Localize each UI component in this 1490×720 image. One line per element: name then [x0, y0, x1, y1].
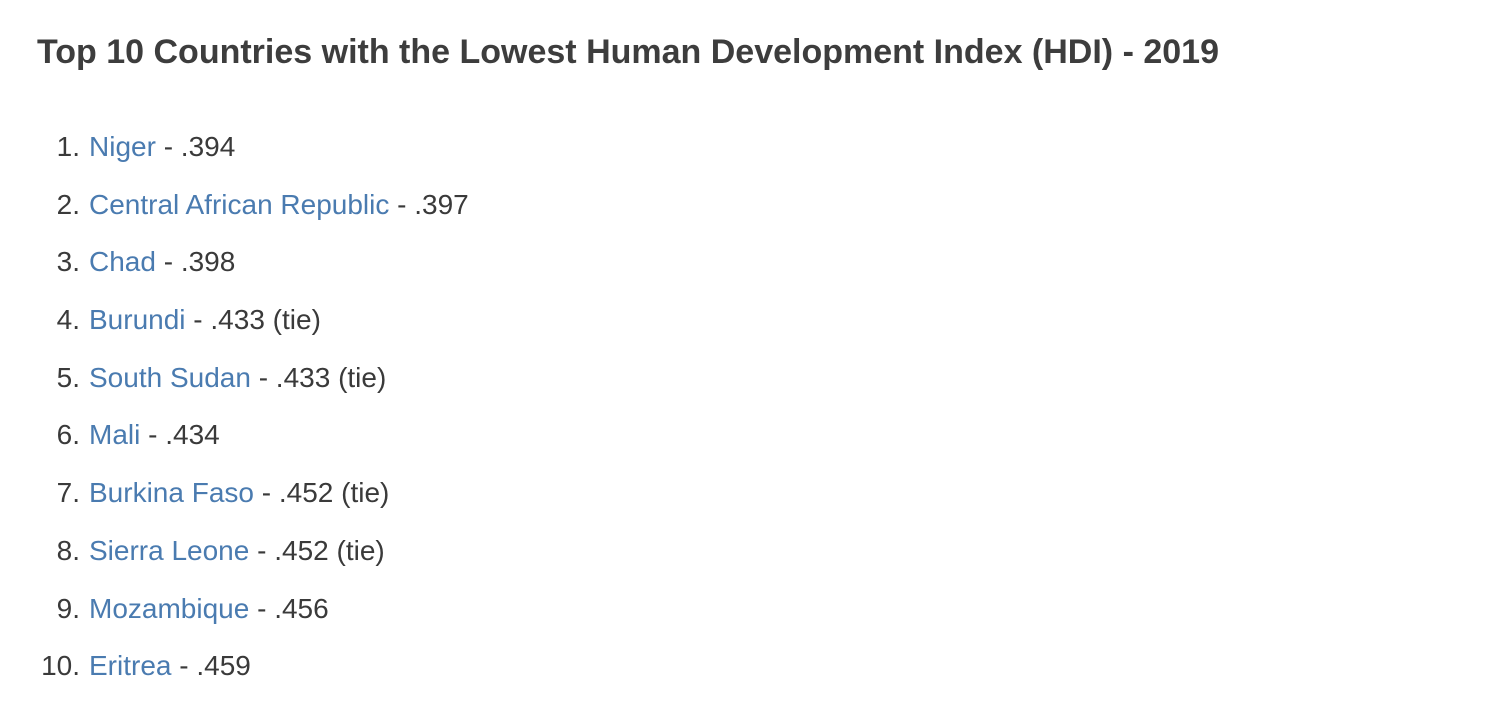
country-link-eritrea[interactable]: Eritrea — [89, 650, 172, 682]
country-link-sierra-leone[interactable]: Sierra Leone — [89, 534, 250, 566]
list-item-rank: 8. — [56, 534, 80, 566]
list-item-content: Sierra Leone - .452 (tie) — [89, 522, 385, 580]
country-link-south-sudan[interactable]: South Sudan — [89, 361, 251, 393]
list-item-content: Central African Republic - .397 — [89, 176, 469, 234]
hdi-value: - .394 — [155, 131, 236, 162]
hdi-value: - .397 — [389, 188, 469, 220]
country-link-niger[interactable]: Niger — [89, 131, 156, 162]
list-item-content: Mozambique - .456 — [89, 580, 329, 638]
country-link-mali[interactable]: Mali — [89, 419, 141, 451]
country-link-burkina-faso[interactable]: Burkina Faso — [89, 477, 254, 509]
hdi-value: - .433 (tie) — [185, 304, 321, 336]
country-link-chad[interactable]: Chad — [89, 246, 156, 278]
list-item-rank: 1. — [56, 131, 80, 162]
hdi-value: - .452 (tie) — [249, 534, 385, 566]
list-item-content: Burundi - .433 (tie) — [89, 291, 321, 349]
list-item-rank: 6. — [56, 419, 80, 451]
country-link-central-african-republic[interactable]: Central African Republic — [89, 188, 390, 220]
hdi-value: - .452 (tie) — [253, 477, 390, 509]
list-item-content: Chad - .398 — [89, 233, 235, 291]
list-item-content: Eritrea - .459 — [89, 637, 251, 695]
list-item-content: South Sudan - .433 (tie) — [89, 349, 386, 407]
page-title: Top 10 Countries with the Lowest Human D… — [37, 33, 1219, 71]
hdi-value: - .433 (tie) — [250, 361, 387, 393]
hdi-value: - .456 — [249, 592, 329, 624]
hdi-value: - .434 — [140, 419, 220, 451]
list-item-rank: 2. — [56, 188, 80, 220]
list-item-rank: 10. — [41, 650, 80, 682]
country-link-mozambique[interactable]: Mozambique — [89, 592, 250, 624]
hdi-value: - .459 — [171, 650, 251, 682]
list-item-rank: 7. — [56, 477, 80, 509]
list-item-rank: 9. — [56, 592, 80, 624]
list-item-content: Niger - .394 — [89, 118, 235, 176]
list-item-rank: 4. — [56, 304, 80, 336]
country-link-burundi[interactable]: Burundi — [89, 304, 186, 336]
list-item-content: Burkina Faso - .452 (tie) — [89, 464, 389, 522]
hdi-value: - .398 — [155, 246, 236, 278]
list-item-content: Mali - .434 — [89, 406, 220, 464]
list-item-rank: 3. — [56, 246, 80, 278]
list-item-rank: 5. — [56, 361, 80, 393]
